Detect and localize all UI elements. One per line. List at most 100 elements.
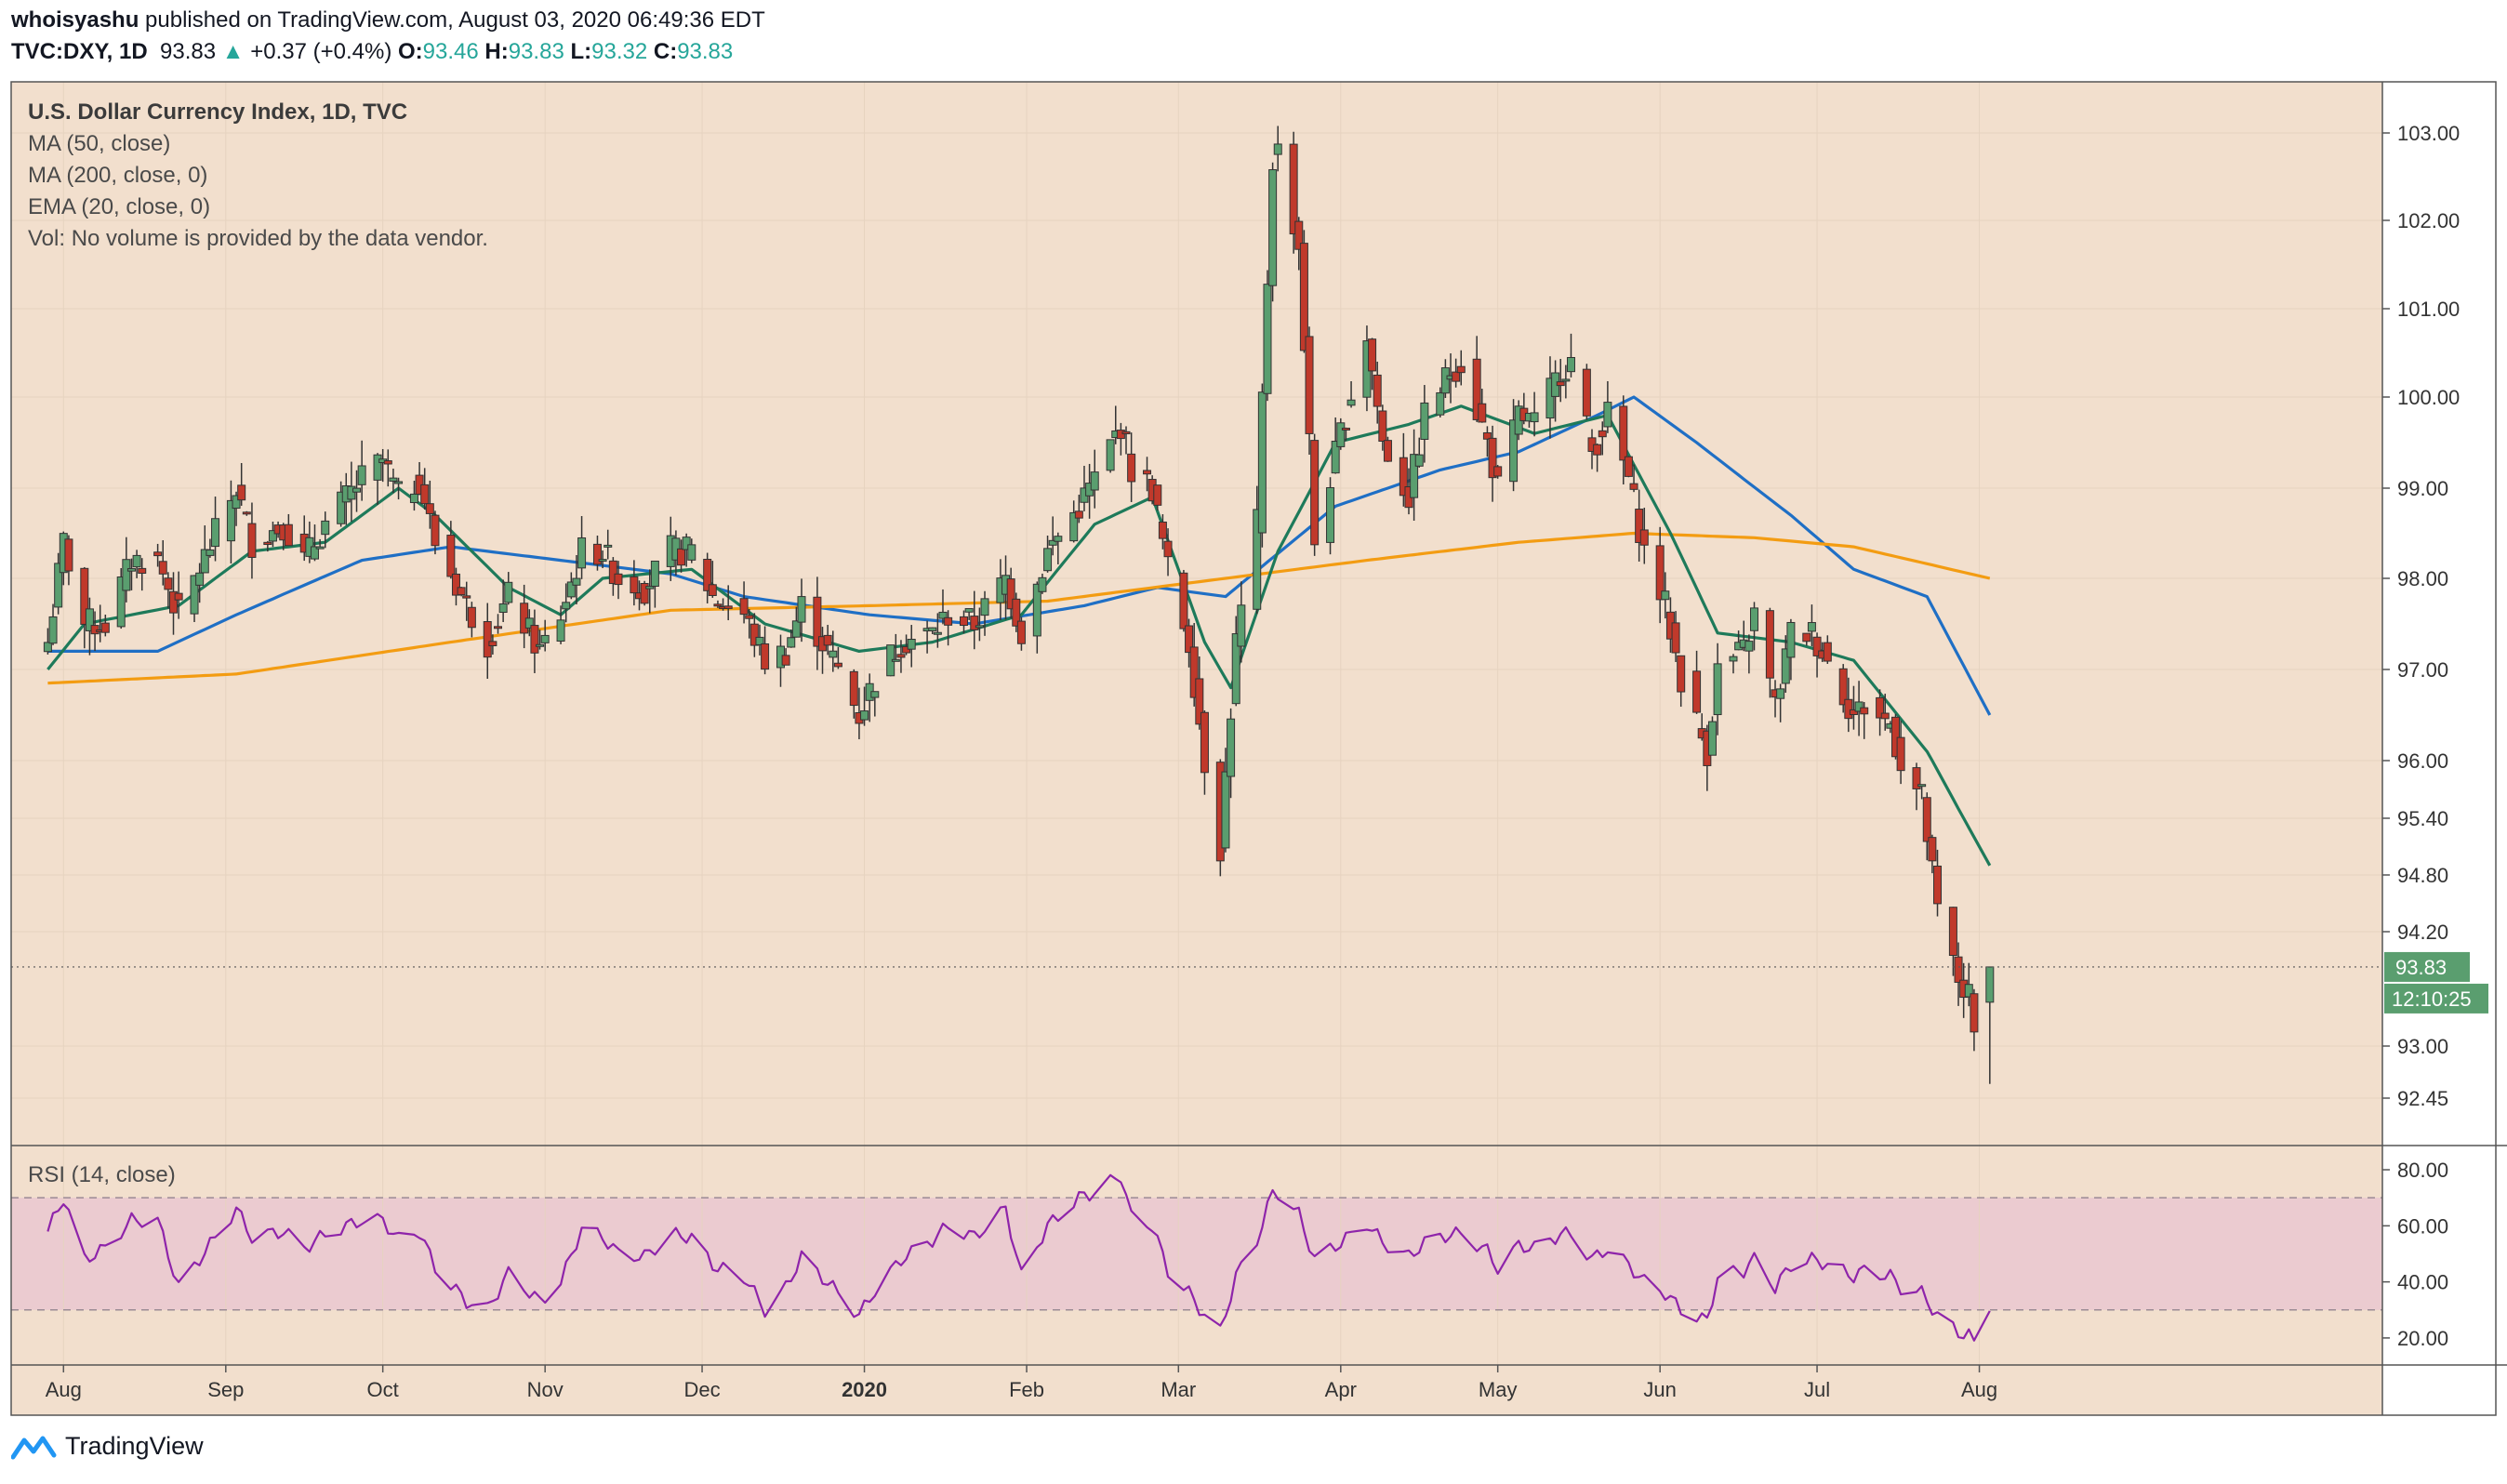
candle-body [1860, 707, 1869, 715]
publish-line: whoisyashu published on TradingView.com,… [11, 7, 765, 33]
candle-body [1143, 470, 1152, 475]
symbol-name: TVC:DXY, 1D [11, 39, 148, 64]
candle-body [1629, 483, 1638, 490]
candle-body [1378, 410, 1387, 443]
candle-body [43, 642, 52, 653]
candle-body [1273, 143, 1282, 155]
candle-body [761, 643, 770, 670]
candle-body [1452, 371, 1461, 382]
candle-body [1440, 367, 1450, 394]
candle-body [1346, 399, 1356, 406]
candle-body [1326, 486, 1335, 543]
candle-body [739, 598, 749, 616]
time-tick-label: Feb [1009, 1378, 1044, 1401]
candle-body [1090, 471, 1099, 491]
candle-body [1880, 712, 1890, 720]
high-label: H: [484, 39, 509, 64]
chart-frame [10, 81, 2497, 1416]
candle-body [1854, 701, 1864, 712]
candle-body [174, 592, 183, 601]
candle-body [870, 691, 880, 698]
candle-body [1038, 576, 1047, 592]
candle-body [1472, 358, 1481, 420]
candle-body [1185, 625, 1194, 654]
rsi-legend[interactable]: RSI (14, close) [28, 1162, 176, 1187]
candle-body [1876, 696, 1885, 719]
candle-body [1750, 607, 1759, 631]
time-tick-label: Nov [527, 1378, 564, 1401]
candle-body [1189, 646, 1199, 698]
legend-ma200[interactable]: MA (200, close, 0) [28, 163, 208, 188]
legend-ma50[interactable]: MA (50, close) [28, 131, 171, 156]
candle-body [608, 560, 617, 585]
candle-body [1849, 709, 1858, 716]
candle-body [787, 637, 796, 648]
candle-body [237, 484, 246, 501]
candle-body [604, 544, 613, 548]
time-tick-label: Jul [1804, 1378, 1830, 1401]
candle-body [1368, 338, 1377, 372]
publisher-name[interactable]: whoisyashu [11, 7, 139, 33]
candle-body [928, 627, 937, 631]
candle-body [1116, 430, 1125, 440]
candle-body [190, 575, 199, 615]
candle-body [1807, 622, 1816, 632]
candle-body [100, 622, 110, 633]
candle-body [1012, 598, 1021, 627]
legend-ema20[interactable]: EMA (20, close, 0) [28, 194, 211, 219]
candle-body [247, 523, 257, 558]
tradingview-logo-icon [11, 1433, 58, 1461]
candle-body [352, 487, 362, 493]
candle-body [829, 650, 838, 658]
candle-body [373, 454, 382, 481]
candle-body [833, 662, 842, 668]
candle-body [1478, 403, 1487, 423]
candle-body [562, 602, 571, 610]
candle-body [723, 605, 733, 609]
legend-title[interactable]: U.S. Dollar Currency Index, 1D, TVC [28, 99, 408, 125]
price-tick-label: 94.20 [2397, 921, 2448, 944]
candle-body [483, 621, 492, 658]
candle-body [383, 460, 392, 465]
candle-body [902, 645, 911, 654]
countdown-tag-bg [2384, 983, 2488, 1014]
price-tick-label: 92.45 [2397, 1087, 2448, 1110]
candle-body [1838, 668, 1848, 706]
candle-body [530, 625, 539, 654]
candle-body [1812, 636, 1822, 656]
candle-body [284, 523, 293, 547]
candle-body [1933, 865, 1943, 905]
rsi-tick-label: 40.00 [2397, 1271, 2448, 1294]
price-change: +0.37 (+0.4%) [250, 39, 392, 64]
legend-volume[interactable]: Vol: No volume is provided by the data v… [28, 226, 488, 251]
candle-body [1729, 656, 1738, 662]
candle-body [1802, 632, 1811, 643]
candle-body [1593, 444, 1602, 456]
candle-body [964, 608, 974, 613]
candle-body [1776, 688, 1785, 699]
candle-body [577, 537, 587, 569]
candle-body [1048, 539, 1057, 546]
candle-body [1781, 648, 1790, 684]
candle-body [650, 560, 659, 587]
candle-body [195, 572, 205, 586]
last-price-tag-bg [2384, 951, 2470, 982]
candle-body [960, 616, 969, 627]
time-tick-label: Aug [1961, 1378, 1997, 1401]
candle-body [1928, 837, 1937, 862]
candle-body [813, 596, 822, 647]
candle-body [645, 586, 655, 590]
candle-body [394, 481, 404, 484]
candle-body [126, 568, 136, 572]
candle-body [457, 587, 466, 596]
candle-body [347, 485, 356, 500]
candle-body [48, 616, 58, 644]
time-tick-label: Oct [367, 1378, 399, 1401]
time-tick-label: Jun [1643, 1378, 1676, 1401]
candle-body [1970, 993, 1979, 1033]
candle-body [64, 538, 73, 572]
candle-body [1294, 220, 1304, 250]
footer-brand[interactable]: TradingView [11, 1432, 204, 1461]
candle-body [1677, 655, 1686, 693]
